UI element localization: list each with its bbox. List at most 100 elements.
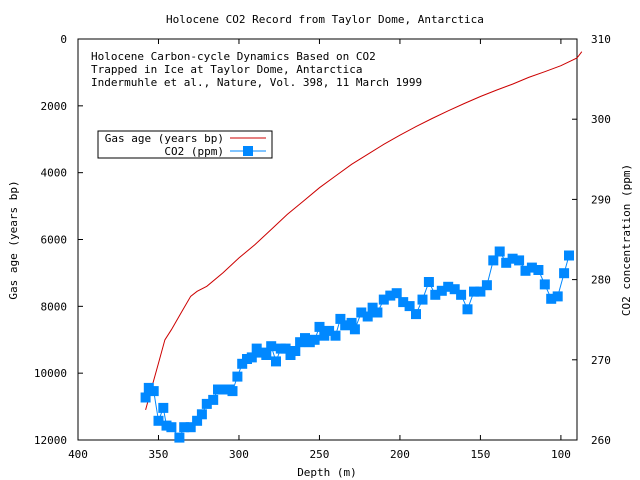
co2-point (456, 289, 467, 300)
co2-point (372, 307, 383, 318)
co2-point (539, 279, 550, 290)
y2-tick-label: 260 (591, 434, 611, 447)
y-tick-label: 12000 (34, 434, 67, 447)
co2-point (314, 321, 325, 332)
y2-tick-label: 300 (591, 113, 611, 126)
co2-point (417, 294, 428, 305)
series-line-0 (145, 51, 583, 411)
co2-point (398, 297, 409, 308)
y-tick-label: 0 (60, 33, 67, 46)
co2-point (246, 352, 257, 363)
y2-tick-label: 290 (591, 193, 611, 206)
co2-point (501, 257, 512, 268)
co2-point (349, 324, 360, 335)
annotation-line-1: Holocene Carbon-cycle Dynamics Based on … (91, 50, 376, 63)
co2-point (330, 330, 341, 341)
co2-point (309, 334, 320, 345)
co2-point (179, 422, 190, 433)
co2-point (469, 286, 479, 297)
co2-point (494, 246, 505, 257)
co2-point (166, 422, 177, 433)
co2-point (411, 309, 421, 320)
co2-point (232, 371, 243, 382)
co2-point (533, 265, 544, 275)
co2-point (481, 280, 492, 291)
x-tick-label: 100 (551, 448, 571, 461)
co2-point (507, 253, 518, 264)
co2-point (526, 262, 537, 273)
legend-label-gas-age: Gas age (years bp) (105, 132, 224, 145)
co2-point (140, 392, 151, 403)
y2-axis-label: CO2 concentration (ppm) (620, 164, 633, 316)
y-tick-label: 6000 (41, 234, 68, 247)
co2-point (201, 398, 212, 409)
x-tick-label: 300 (229, 448, 249, 461)
legend-label-co2: CO2 (ppm) (164, 145, 224, 158)
legend: Gas age (years bp) CO2 (ppm) (97, 130, 273, 159)
co2-point (520, 265, 531, 276)
co2-point (148, 386, 159, 397)
co2-point (404, 301, 415, 312)
co2-point (158, 402, 169, 413)
co2-point (430, 289, 441, 300)
co2-point (385, 290, 396, 301)
x-tick-label: 250 (310, 448, 330, 461)
x-axis: 400 350 300 250 200 150 100 (68, 39, 571, 461)
co2-point (266, 341, 277, 352)
co2-point (546, 293, 557, 304)
co2-point (462, 304, 473, 315)
x-tick-label: 350 (149, 448, 169, 461)
y-axis: 0 2000 4000 6000 8000 10000 12000 (34, 33, 83, 447)
y2-tick-label: 310 (591, 33, 611, 46)
y2-tick-label: 280 (591, 274, 611, 287)
x-tick-label: 400 (68, 448, 88, 461)
co2-point (290, 346, 301, 356)
co2-point (192, 415, 203, 426)
co2-point (378, 294, 389, 305)
plot-frame (77, 38, 578, 441)
co2-point (335, 313, 346, 324)
legend-marker-co2 (243, 146, 253, 156)
y-axis-label: Gas age (years bp) (7, 180, 20, 299)
x-axis-label: Depth (m) (297, 466, 357, 479)
co2-point (174, 432, 185, 443)
co2-point (475, 286, 486, 297)
co2-point (423, 277, 434, 287)
co2-point (261, 350, 272, 360)
series-line-1 (145, 250, 570, 439)
y-tick-label: 8000 (41, 300, 68, 313)
co2-point (213, 384, 223, 395)
annotation-line-2: Trapped in Ice at Taylor Dome, Antarctic… (91, 63, 363, 76)
co2-point (356, 307, 367, 318)
co2-point (153, 415, 164, 426)
co2-point (552, 291, 563, 302)
x-tick-label: 200 (390, 448, 410, 461)
co2-point (362, 311, 373, 322)
co2-point (346, 317, 357, 328)
co2-point (564, 250, 574, 261)
annotation-line-3: Indermuhle et al., Nature, Vol. 398, 11 … (91, 76, 422, 89)
co2-point (280, 343, 291, 354)
co2-point (488, 255, 499, 266)
co2-point (436, 285, 447, 296)
co2-point (185, 422, 196, 433)
co2-point (559, 268, 570, 279)
y2-axis: 260 270 280 290 300 310 (572, 33, 611, 447)
co2-point (227, 386, 238, 397)
co2-point (271, 356, 281, 367)
co2-point (514, 255, 525, 266)
co2-point (449, 284, 460, 295)
co2-point (443, 281, 454, 292)
co2-point (196, 409, 207, 420)
series-layer (140, 51, 583, 443)
co2-point (324, 325, 335, 336)
co2-point (208, 394, 219, 405)
y-tick-label: 2000 (41, 100, 68, 113)
y2-tick-label: 270 (591, 354, 611, 367)
co2-point (340, 320, 351, 331)
x-tick-label: 150 (470, 448, 490, 461)
co2-point (391, 288, 402, 299)
y-tick-label: 10000 (34, 367, 67, 380)
y-tick-label: 4000 (41, 167, 68, 180)
